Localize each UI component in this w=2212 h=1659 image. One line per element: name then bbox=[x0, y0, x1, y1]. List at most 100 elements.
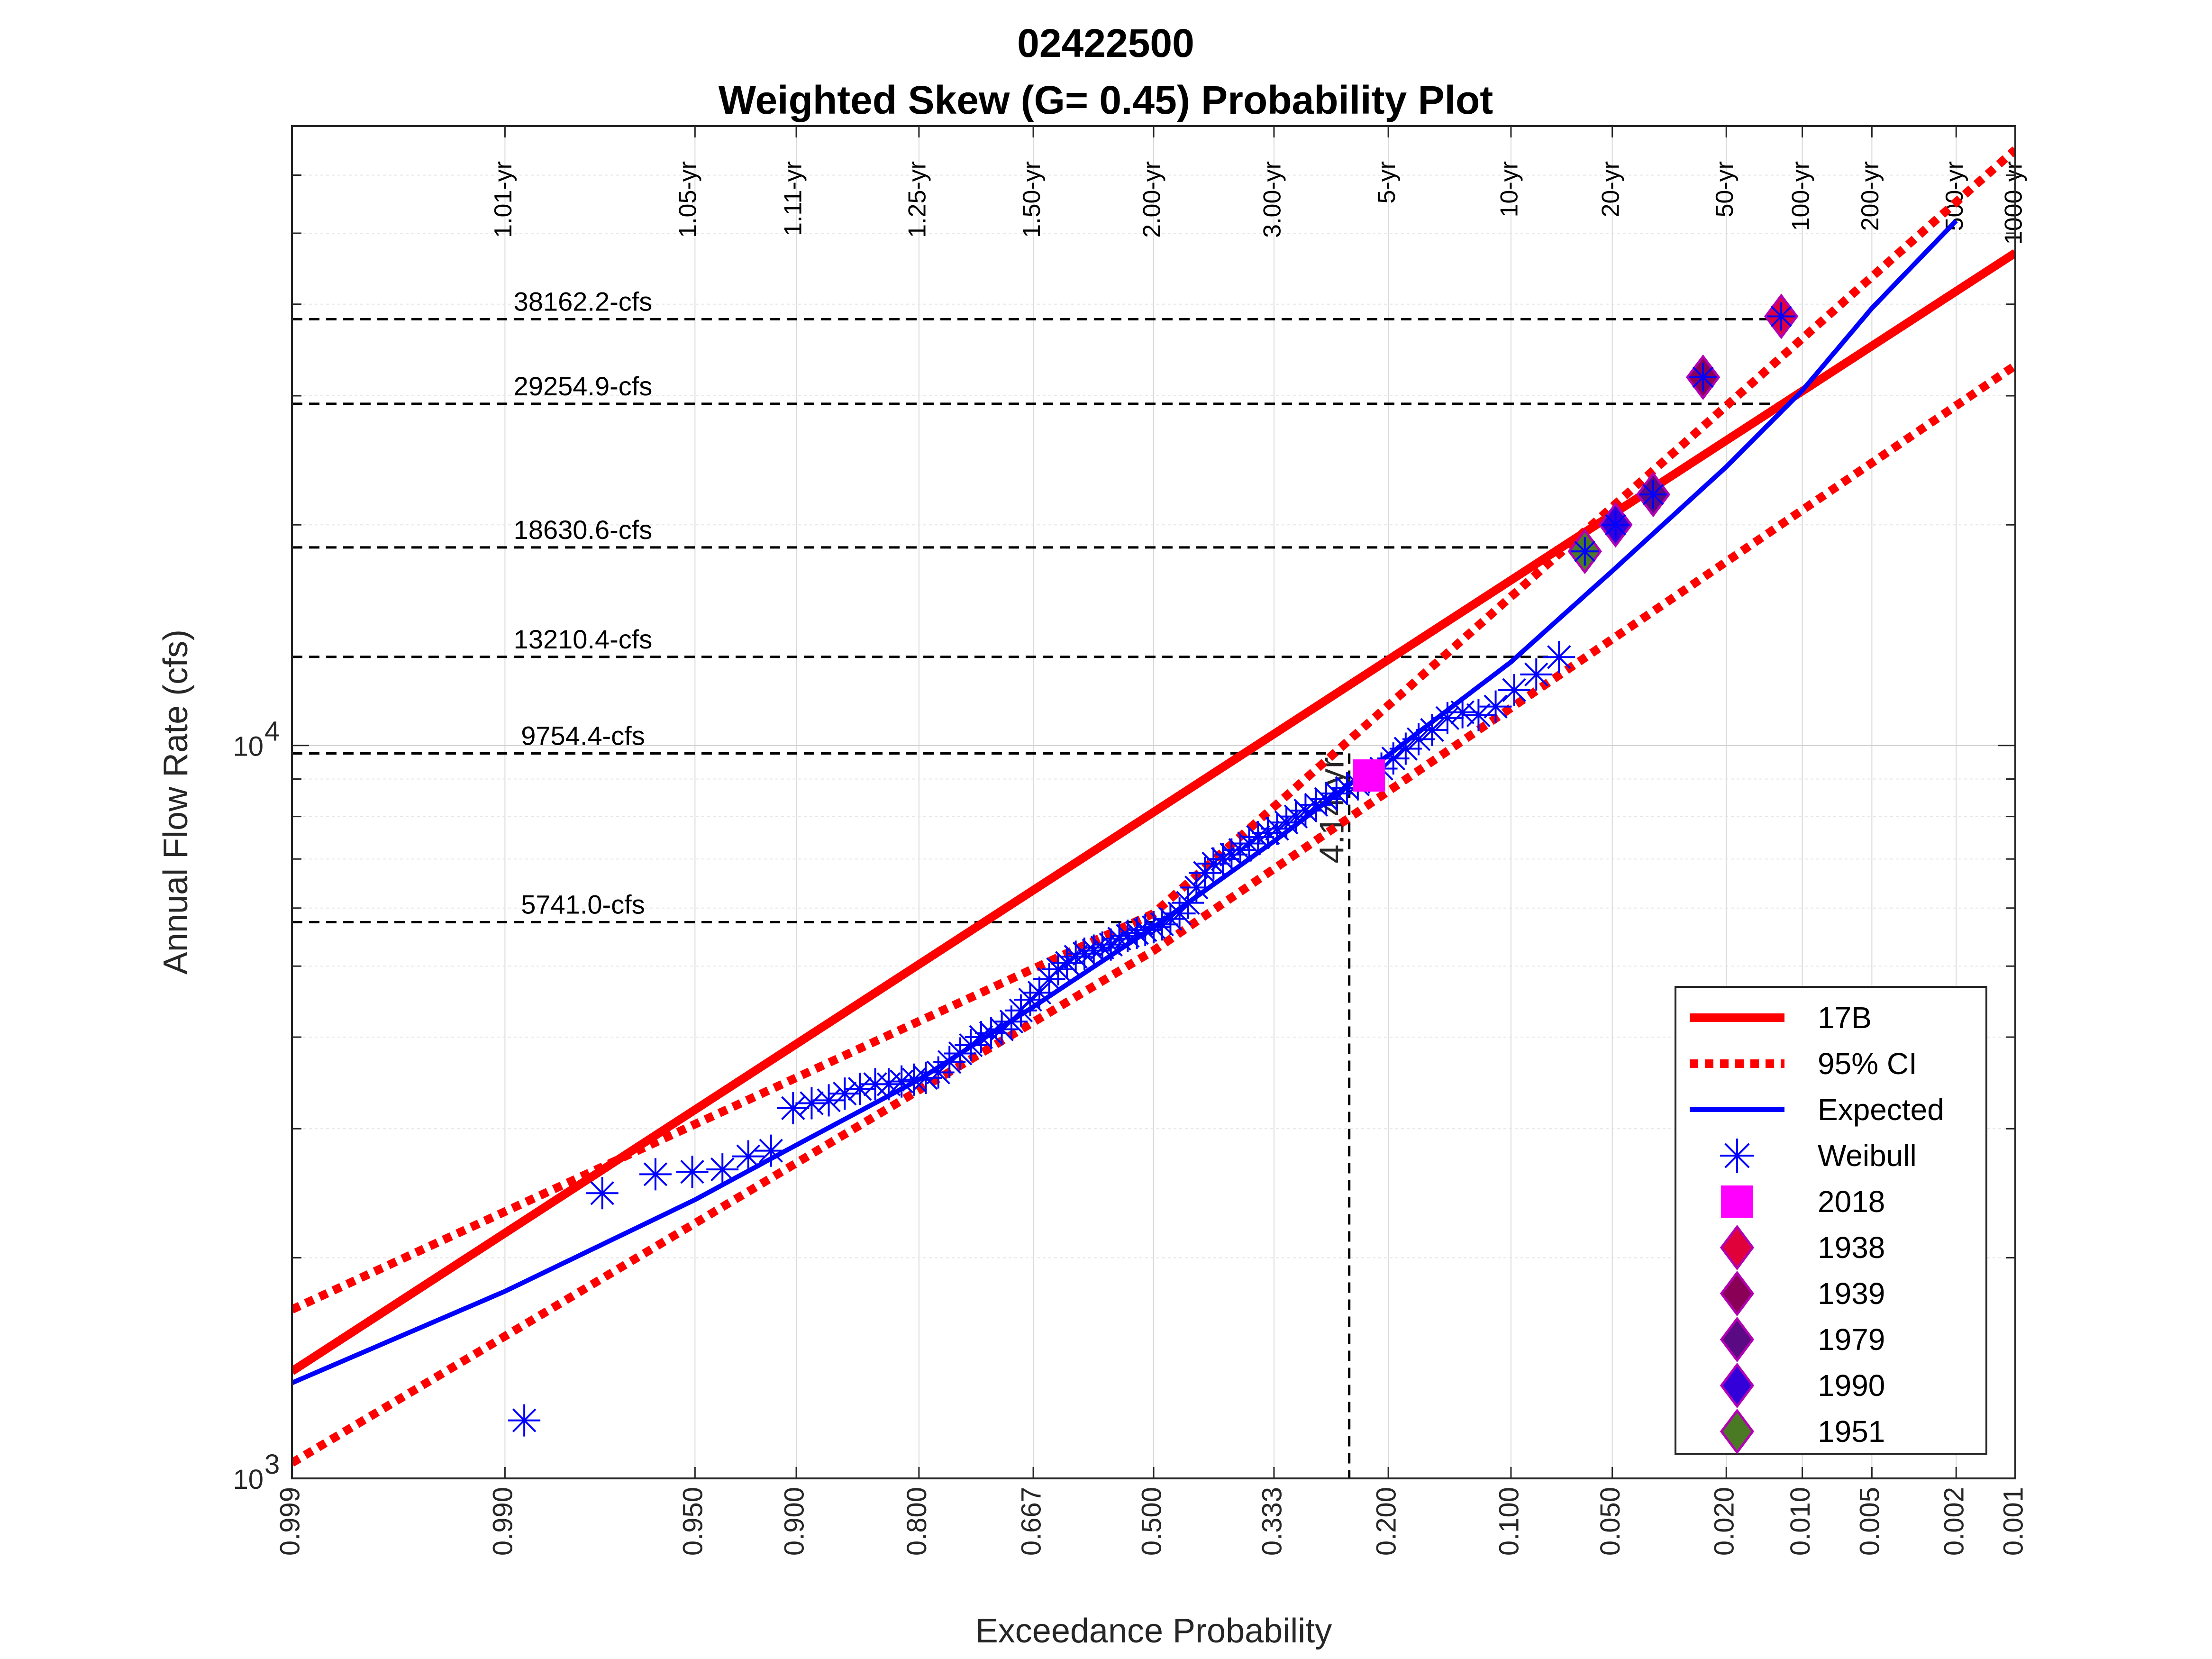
return-period-labels: 1.01-yr 1.05-yr 1.11-yr 1.25-yr 1.50-yr 2.00-… bbox=[490, 161, 2028, 245]
weibull-point bbox=[706, 1153, 739, 1186]
plot-area bbox=[292, 146, 2015, 1467]
weibull-point bbox=[586, 1177, 619, 1210]
legend-label: Weibull bbox=[1818, 1139, 1917, 1173]
legend-swatch bbox=[1720, 1408, 1755, 1455]
legend-label: 1951 bbox=[1818, 1414, 1885, 1449]
return-period-label: 100-yr bbox=[1787, 161, 1814, 231]
weibull-point bbox=[1720, 1139, 1754, 1173]
y-tick-label: 10 4 bbox=[233, 716, 280, 762]
weibull-point bbox=[933, 1046, 966, 1078]
return-period-label: 50-yr bbox=[1711, 161, 1739, 217]
chart-subtitle: Weighted Skew (G= 0.45) Probability Plot bbox=[719, 78, 1493, 122]
weibull-point bbox=[1252, 817, 1284, 849]
weibull-point bbox=[1431, 702, 1464, 734]
weibull-point bbox=[1520, 658, 1553, 691]
weibull-point-stroke bbox=[847, 1076, 872, 1101]
x-tick-label: 0.500 bbox=[1136, 1487, 1167, 1556]
x-tick-label: 0.100 bbox=[1493, 1487, 1524, 1556]
weibull-point-stroke bbox=[1502, 678, 1526, 702]
ci-lower-line bbox=[292, 362, 2015, 1467]
return-period-label: 2.00-yr bbox=[1138, 161, 1166, 238]
return-period-label: 1.25-yr bbox=[904, 161, 931, 238]
legend-item: 1979 bbox=[1720, 1316, 1885, 1363]
series-layer bbox=[292, 146, 2015, 1467]
x-tick-label: 0.002 bbox=[1939, 1487, 1970, 1556]
legend-item: Weibull bbox=[1720, 1139, 1917, 1173]
weibull-point-stroke bbox=[1605, 514, 1627, 536]
weibull-point-stroke bbox=[1064, 945, 1088, 969]
legend-swatch bbox=[1720, 1270, 1755, 1317]
reference-flow-label: 9754.4-cfs bbox=[521, 720, 645, 750]
x-tick-label: 0.990 bbox=[488, 1487, 519, 1556]
weibull-point bbox=[1389, 732, 1422, 765]
return-period-label: 1.05-yr bbox=[674, 161, 701, 238]
x-axis-label: Exceedance Probability bbox=[975, 1612, 1332, 1650]
weibull-point-stroke bbox=[736, 1144, 760, 1168]
reference-flow-label: 13210.4-cfs bbox=[514, 624, 653, 654]
x-tick-label: 0.667 bbox=[1016, 1487, 1047, 1556]
x-tick-label: 0.010 bbox=[1785, 1487, 1816, 1556]
weibull-point-stroke bbox=[1027, 980, 1052, 1005]
weibull-point bbox=[1767, 302, 1796, 331]
legend-item: Expected bbox=[1690, 1093, 1944, 1127]
weibull-point-stroke bbox=[937, 1050, 962, 1074]
legend-label: Expected bbox=[1818, 1093, 1944, 1127]
x-tick-label: 0.050 bbox=[1595, 1487, 1626, 1556]
return-period-label: 1000-yr bbox=[2000, 161, 2028, 245]
legend-swatch bbox=[1721, 1185, 1753, 1218]
weibull-point-stroke bbox=[1072, 941, 1097, 966]
weibull-point bbox=[1014, 983, 1047, 1016]
legend-swatch bbox=[1720, 1224, 1755, 1271]
weibull-point bbox=[1462, 699, 1495, 731]
weibull-point-stroke bbox=[1484, 694, 1508, 719]
weibull-point bbox=[1543, 641, 1575, 674]
weibull-point bbox=[1042, 953, 1074, 985]
return-period-label: 10-yr bbox=[1496, 161, 1523, 217]
weibull-point-stroke bbox=[590, 1181, 614, 1205]
weibull-point-stroke bbox=[1211, 847, 1235, 871]
weibull-point bbox=[732, 1140, 765, 1173]
weibull-point-stroke bbox=[1692, 366, 1714, 388]
axis-ticks: 0.999 0.990 0.950 0.900 0.800 0.667 0.500 0.333… bbox=[233, 125, 2029, 1556]
weibull-point bbox=[1416, 713, 1448, 746]
weibull-point-stroke bbox=[1466, 703, 1491, 727]
weibull-point-stroke bbox=[914, 1066, 938, 1090]
weibull-point-stroke bbox=[1450, 700, 1475, 724]
weibull-point-stroke bbox=[680, 1159, 704, 1184]
return-period-label: 3.00-yr bbox=[1259, 161, 1286, 238]
weibull-point-stroke bbox=[1220, 842, 1244, 866]
weibull-point-stroke bbox=[1293, 798, 1318, 823]
reference-flow-label: 29254.9-cfs bbox=[514, 371, 653, 401]
y-tick-base: 10 bbox=[233, 1464, 264, 1495]
line-17b bbox=[292, 249, 2015, 1375]
legend-label: 1990 bbox=[1818, 1368, 1885, 1403]
weibull-point bbox=[1180, 871, 1213, 904]
weibull-point-stroke bbox=[512, 1408, 537, 1432]
y-tick-exponent: 3 bbox=[264, 1449, 280, 1480]
weibull-point bbox=[1280, 800, 1312, 833]
legend: 17B 95% CI Expected Weibull 2018 1938 1939 1979… bbox=[1675, 986, 1987, 1455]
weibull-point bbox=[1215, 838, 1248, 871]
weibull-point bbox=[1639, 480, 1667, 509]
weibull-point-stroke bbox=[800, 1091, 824, 1115]
weibull-point-stroke bbox=[1435, 706, 1460, 730]
weibull-point-stroke bbox=[1116, 923, 1140, 948]
legend-label: 2018 bbox=[1818, 1185, 1885, 1219]
return-period-label: 1.01-yr bbox=[490, 161, 517, 238]
reference-flow-label: 18630.6-cfs bbox=[514, 515, 653, 545]
x-tick-label: 0.900 bbox=[779, 1487, 810, 1556]
y-tick-exponent: 4 bbox=[264, 716, 280, 747]
x-tick-label: 0.950 bbox=[678, 1487, 709, 1556]
weibull-point-stroke bbox=[1642, 483, 1664, 505]
weibull-point bbox=[1207, 843, 1239, 875]
legend-item: 17B bbox=[1690, 1001, 1872, 1035]
x-tick-label: 0.001 bbox=[1998, 1487, 2029, 1556]
return-period-label: 200-yr bbox=[1857, 161, 1884, 231]
weibull-point-stroke bbox=[1524, 662, 1548, 687]
reference-flow-label: 38162.2-cfs bbox=[514, 286, 653, 316]
weibull-point-stroke bbox=[759, 1139, 783, 1163]
chart-title: 02422500 bbox=[1017, 21, 1194, 65]
legend-item: 1938 bbox=[1720, 1224, 1885, 1271]
weibull-point bbox=[755, 1134, 787, 1167]
